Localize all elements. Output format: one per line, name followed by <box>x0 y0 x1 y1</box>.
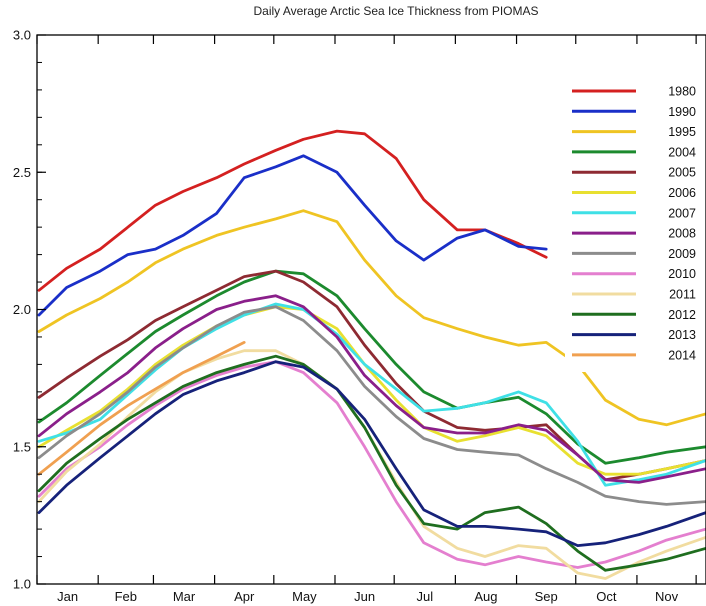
x-tick-label: Nov <box>655 589 679 604</box>
x-tick-label: Mar <box>173 589 196 604</box>
x-tick-label: Oct <box>596 589 617 604</box>
series-line-2008 <box>37 294 706 484</box>
legend-box <box>565 74 706 372</box>
legend-label-2013: 2013 <box>668 328 696 342</box>
x-tick-label: Feb <box>115 589 137 604</box>
legend: 1980 1990 1995 2004 2005 2006 2007 2008 2009 2010… <box>572 85 696 362</box>
axis-layer: 1.0 1.5 2.0 2.5 3.0 Jan Feb Mar Apr May Jun Jul Aug S… <box>13 28 697 604</box>
series-line-2007 <box>37 302 706 487</box>
y-tick-label: 1.5 <box>13 439 31 454</box>
series-line-1995 <box>37 209 706 427</box>
series-line-2004 <box>37 269 706 465</box>
legend-label-1980: 1980 <box>668 85 696 99</box>
series-line-2014 <box>37 341 246 476</box>
legend-label-2009: 2009 <box>668 247 696 261</box>
series-line-2012 <box>37 354 706 572</box>
legend-label-2012: 2012 <box>668 308 696 322</box>
series-line-2013 <box>37 360 706 547</box>
x-tick-label: Jul <box>416 589 433 604</box>
legend-label-2005: 2005 <box>668 166 696 180</box>
legend-label-2007: 2007 <box>668 206 696 220</box>
legend-label-2004: 2004 <box>668 145 696 159</box>
series-line-1980 <box>37 129 548 292</box>
legend-label-2010: 2010 <box>668 267 696 281</box>
x-tick-label: Apr <box>234 589 255 604</box>
legend-label-1995: 1995 <box>668 125 696 139</box>
y-tick-label: 2.0 <box>13 302 31 317</box>
legend-label-2011: 2011 <box>669 288 696 302</box>
x-tick-label: Aug <box>474 589 497 604</box>
series-line-1990 <box>37 154 548 317</box>
legend-label-2014: 2014 <box>668 348 696 362</box>
legend-label-2006: 2006 <box>668 186 696 200</box>
chart-title: Daily Average Arctic Sea Ice Thickness f… <box>254 4 539 18</box>
series-line-2010 <box>37 360 706 569</box>
x-tick-label: Sep <box>535 589 558 604</box>
x-tick-label: Jan <box>57 589 78 604</box>
legend-label-2008: 2008 <box>668 227 696 241</box>
x-tick-label: Jun <box>354 589 375 604</box>
y-tick-label: 1.0 <box>13 577 31 592</box>
x-tick-label: May <box>292 589 317 604</box>
y-tick-label: 3.0 <box>13 28 31 43</box>
series-layer <box>37 129 706 580</box>
series-line-2009 <box>37 305 706 506</box>
y-tick-label: 2.5 <box>13 165 31 180</box>
legend-label-1990: 1990 <box>668 105 696 119</box>
